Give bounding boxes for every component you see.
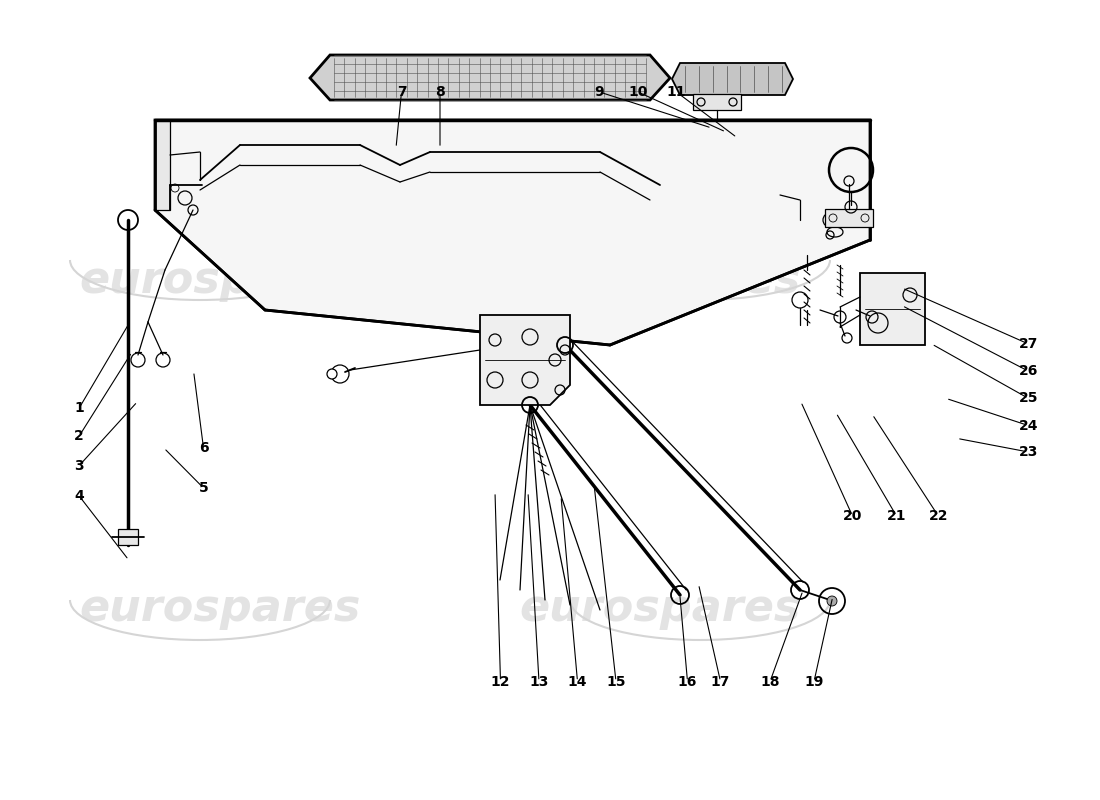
Text: 2: 2 (75, 429, 84, 443)
Text: 24: 24 (1019, 418, 1038, 433)
Polygon shape (155, 120, 870, 345)
Text: 21: 21 (887, 509, 906, 523)
Text: 23: 23 (1019, 445, 1038, 459)
Text: 15: 15 (606, 674, 626, 689)
Text: 13: 13 (529, 674, 549, 689)
Text: 7: 7 (397, 85, 406, 99)
Bar (693, 94, 741, 110)
Text: 19: 19 (804, 674, 824, 689)
Text: 20: 20 (843, 509, 862, 523)
Circle shape (827, 596, 837, 606)
Text: 12: 12 (491, 674, 510, 689)
Text: 6: 6 (199, 441, 208, 455)
Bar (118, 529, 138, 545)
Bar (825, 209, 873, 227)
Text: 3: 3 (75, 458, 84, 473)
Text: 27: 27 (1019, 337, 1038, 351)
Text: eurospares: eurospares (519, 586, 801, 630)
Text: 1: 1 (75, 401, 84, 415)
Text: 8: 8 (436, 85, 444, 99)
Text: 9: 9 (595, 85, 604, 99)
Circle shape (327, 369, 337, 379)
Text: 14: 14 (568, 674, 587, 689)
Text: eurospares: eurospares (79, 258, 361, 302)
Text: 10: 10 (628, 85, 648, 99)
Text: 5: 5 (199, 481, 208, 495)
Text: 22: 22 (928, 509, 948, 523)
Bar (860, 273, 925, 345)
Text: 17: 17 (711, 674, 730, 689)
Text: 18: 18 (760, 674, 780, 689)
Text: 16: 16 (678, 674, 697, 689)
Text: 26: 26 (1019, 364, 1038, 378)
Polygon shape (480, 315, 570, 405)
Text: 4: 4 (75, 489, 84, 503)
Text: eurospares: eurospares (79, 586, 361, 630)
Text: 11: 11 (667, 85, 686, 99)
Text: eurospares: eurospares (519, 258, 801, 302)
Polygon shape (672, 63, 793, 95)
Polygon shape (155, 120, 170, 210)
Text: 25: 25 (1019, 391, 1038, 406)
Polygon shape (310, 55, 670, 100)
